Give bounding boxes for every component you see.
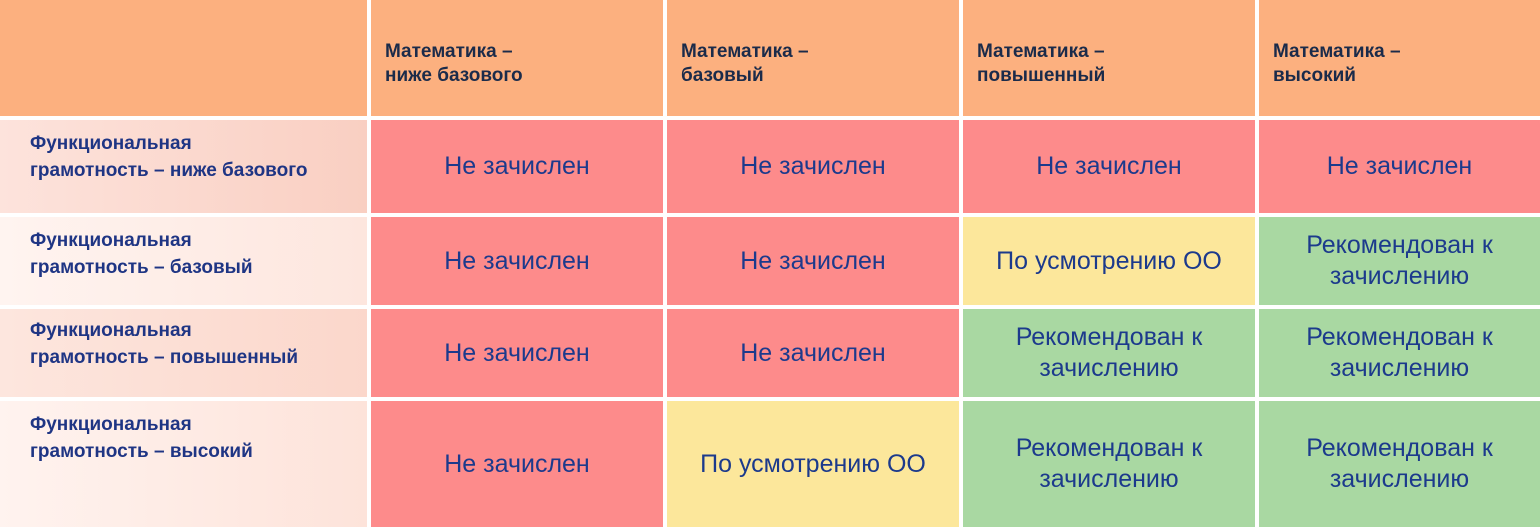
row-header-below-basic: Функциональная грамотность – ниже базово…: [0, 120, 371, 217]
table-cell: По усмотрению ОО: [963, 217, 1259, 309]
row-header-advanced: Функциональная грамотность – повышенный: [0, 309, 371, 401]
cell-status-text: Не зачислен: [740, 246, 886, 275]
column-header-high: Математика – высокий: [1259, 0, 1540, 120]
corner-header-cell: [0, 0, 371, 120]
row-header-label: Функциональная грамотность – высокий: [30, 414, 253, 462]
column-header-label: Математика – повышенный: [977, 41, 1106, 86]
cell-status-text: По усмотрению ОО: [996, 246, 1222, 275]
column-header-label: Математика – базовый: [681, 41, 809, 86]
cell-status-text: Не зачислен: [444, 338, 590, 367]
cell-status-text: Рекомендован к зачислению: [1015, 434, 1203, 493]
cell-status-text: Не зачислен: [444, 152, 590, 180]
table-cell: Не зачислен: [667, 217, 963, 309]
column-header-basic: Математика – базовый: [667, 0, 963, 120]
cell-status-text: Не зачислен: [444, 246, 590, 275]
cell-status-text: Рекомендован к зачислению: [1306, 434, 1493, 493]
row-header-label: Функциональная грамотность – повышенный: [30, 320, 299, 368]
table-cell: Рекомендован к зачислению: [963, 401, 1259, 527]
table-cell: Не зачислен: [667, 309, 963, 401]
table-cell: Рекомендован к зачислению: [963, 309, 1259, 401]
table-cell: Рекомендован к зачислению: [1259, 217, 1540, 309]
table-cell: Не зачислен: [1259, 120, 1540, 217]
table-cell: Не зачислен: [371, 309, 667, 401]
row-header-label: Функциональная грамотность – базовый: [30, 230, 253, 278]
cell-status-text: Не зачислен: [740, 152, 886, 180]
row-header-high: Функциональная грамотность – высокий: [0, 401, 371, 527]
table-cell: Не зачислен: [371, 120, 667, 217]
column-header-advanced: Математика – повышенный: [963, 0, 1259, 120]
table-cell: По усмотрению ОО: [667, 401, 963, 527]
table-cell: Не зачислен: [667, 120, 963, 217]
cell-status-text: Не зачислен: [1326, 152, 1473, 180]
column-header-label: Математика – высокий: [1273, 41, 1401, 86]
table-cell: Рекомендован к зачислению: [1259, 401, 1540, 527]
cell-status-text: Рекомендован к зачислению: [1306, 231, 1493, 290]
table-cell: Не зачислен: [371, 401, 667, 527]
table-cell: Рекомендован к зачислению: [1259, 309, 1540, 401]
table-cell: Не зачислен: [371, 217, 667, 309]
cell-status-text: Не зачислен: [1036, 152, 1182, 180]
cell-status-text: По усмотрению ОО: [700, 449, 926, 478]
column-header-label: Математика – ниже базового: [385, 41, 523, 86]
table-cell: Не зачислен: [963, 120, 1259, 217]
cell-status-text: Не зачислен: [740, 338, 886, 367]
column-header-below-basic: Математика – ниже базового: [371, 0, 667, 120]
cell-status-text: Рекомендован к зачислению: [1306, 323, 1493, 382]
cell-status-text: Рекомендован к зачислению: [1015, 323, 1203, 382]
row-header-basic: Функциональная грамотность – базовый: [0, 217, 371, 309]
cell-status-text: Не зачислен: [444, 449, 590, 478]
row-header-label: Функциональная грамотность – ниже базово…: [30, 133, 308, 181]
